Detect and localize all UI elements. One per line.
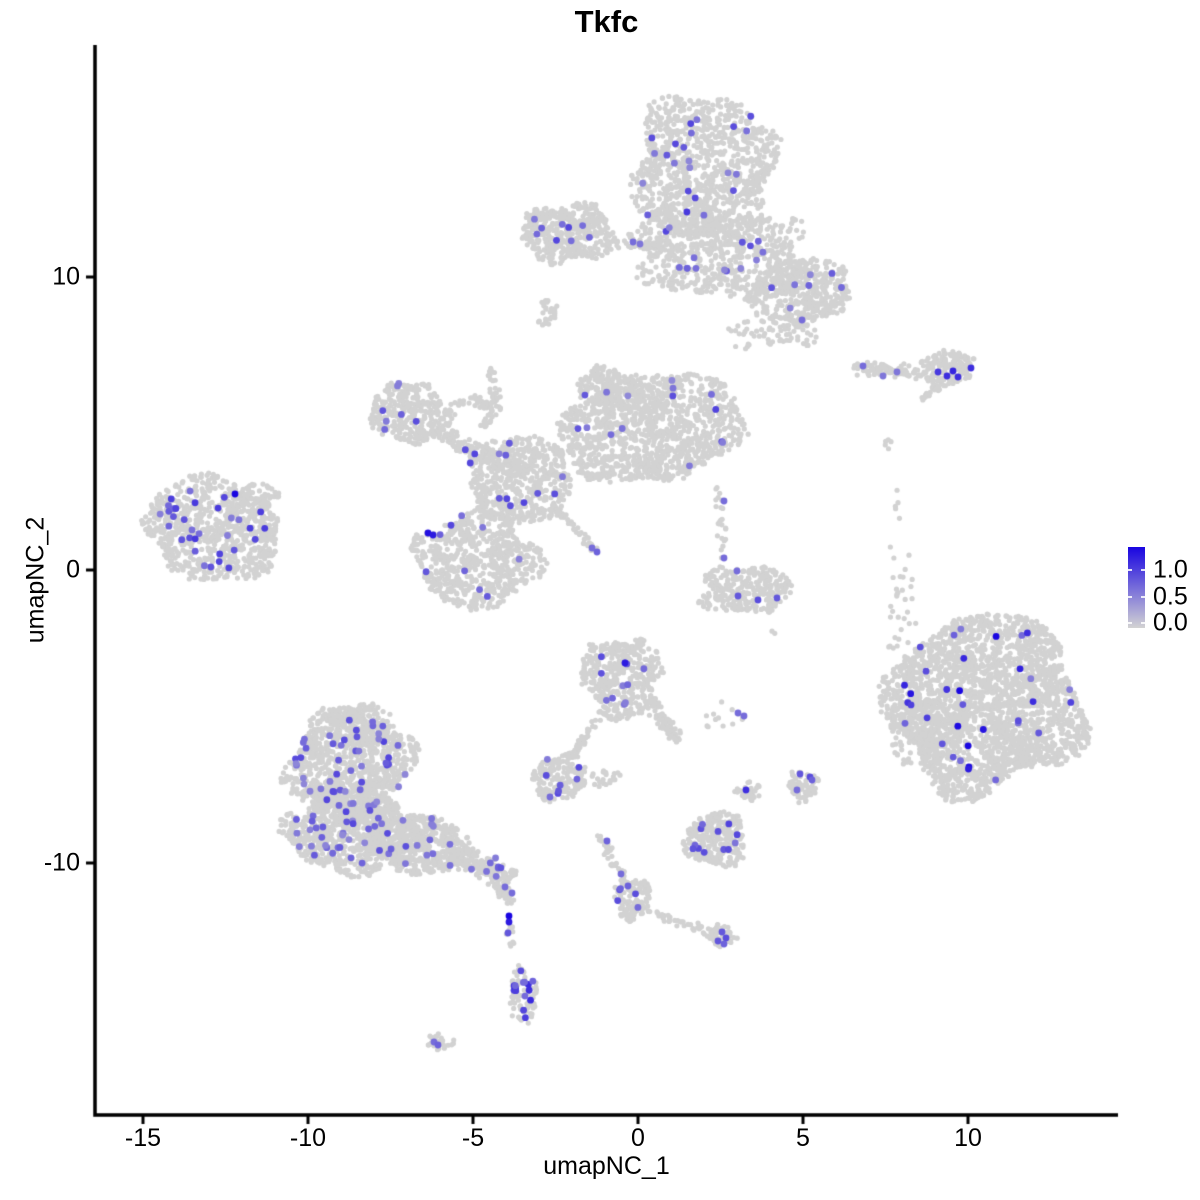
legend-gradient-bar bbox=[1128, 547, 1145, 628]
x-tick-label: 10 bbox=[954, 1124, 982, 1152]
x-tick-label: -10 bbox=[289, 1124, 327, 1152]
legend-tick-mark bbox=[1128, 596, 1132, 598]
legend-tick-mark bbox=[1141, 622, 1145, 624]
legend-tick-mark bbox=[1141, 596, 1145, 598]
y-tick-label: 0 bbox=[66, 555, 80, 584]
x-tick-label: -5 bbox=[461, 1124, 485, 1152]
x-tick-label: 5 bbox=[796, 1124, 810, 1152]
plot-title: Tkfc bbox=[574, 4, 639, 39]
x-tick-label: 0 bbox=[631, 1124, 645, 1152]
x-tick-label: -15 bbox=[124, 1124, 162, 1152]
legend-label-mid: 0.5 bbox=[1153, 582, 1188, 611]
x-axis-label: umapNC_1 bbox=[543, 1152, 670, 1180]
legend-tick-mark bbox=[1128, 569, 1132, 571]
expression-legend: 1.0 0.5 0.0 bbox=[1126, 545, 1200, 637]
legend-tick-mark bbox=[1128, 622, 1132, 624]
y-tick-label: 10 bbox=[52, 262, 80, 291]
legend-label-high: 1.0 bbox=[1153, 555, 1188, 584]
legend-tick-mark bbox=[1141, 569, 1145, 571]
y-tick-label: -10 bbox=[43, 848, 80, 877]
legend-label-low: 0.0 bbox=[1153, 608, 1188, 637]
